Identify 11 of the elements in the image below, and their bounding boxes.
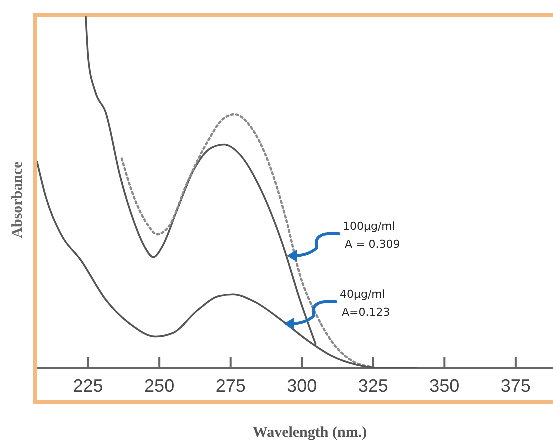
x-axis-title: Wavelength (nm.): [252, 425, 368, 441]
annotation: 40µg/ml A=0.123: [340, 288, 390, 319]
x-tick-label: 300: [287, 376, 318, 396]
x-tick-label: 350: [430, 376, 460, 396]
x-tick-label: 225: [73, 376, 104, 396]
y-axis-title: Absorbance: [10, 161, 26, 238]
annotation: 100µg/ml A = 0.309: [343, 220, 400, 251]
x-tick-label: 250: [144, 376, 175, 396]
x-tick-label: 275: [216, 376, 246, 396]
x-tick-label: 375: [500, 376, 531, 396]
x-tick-label: 325: [358, 376, 388, 396]
